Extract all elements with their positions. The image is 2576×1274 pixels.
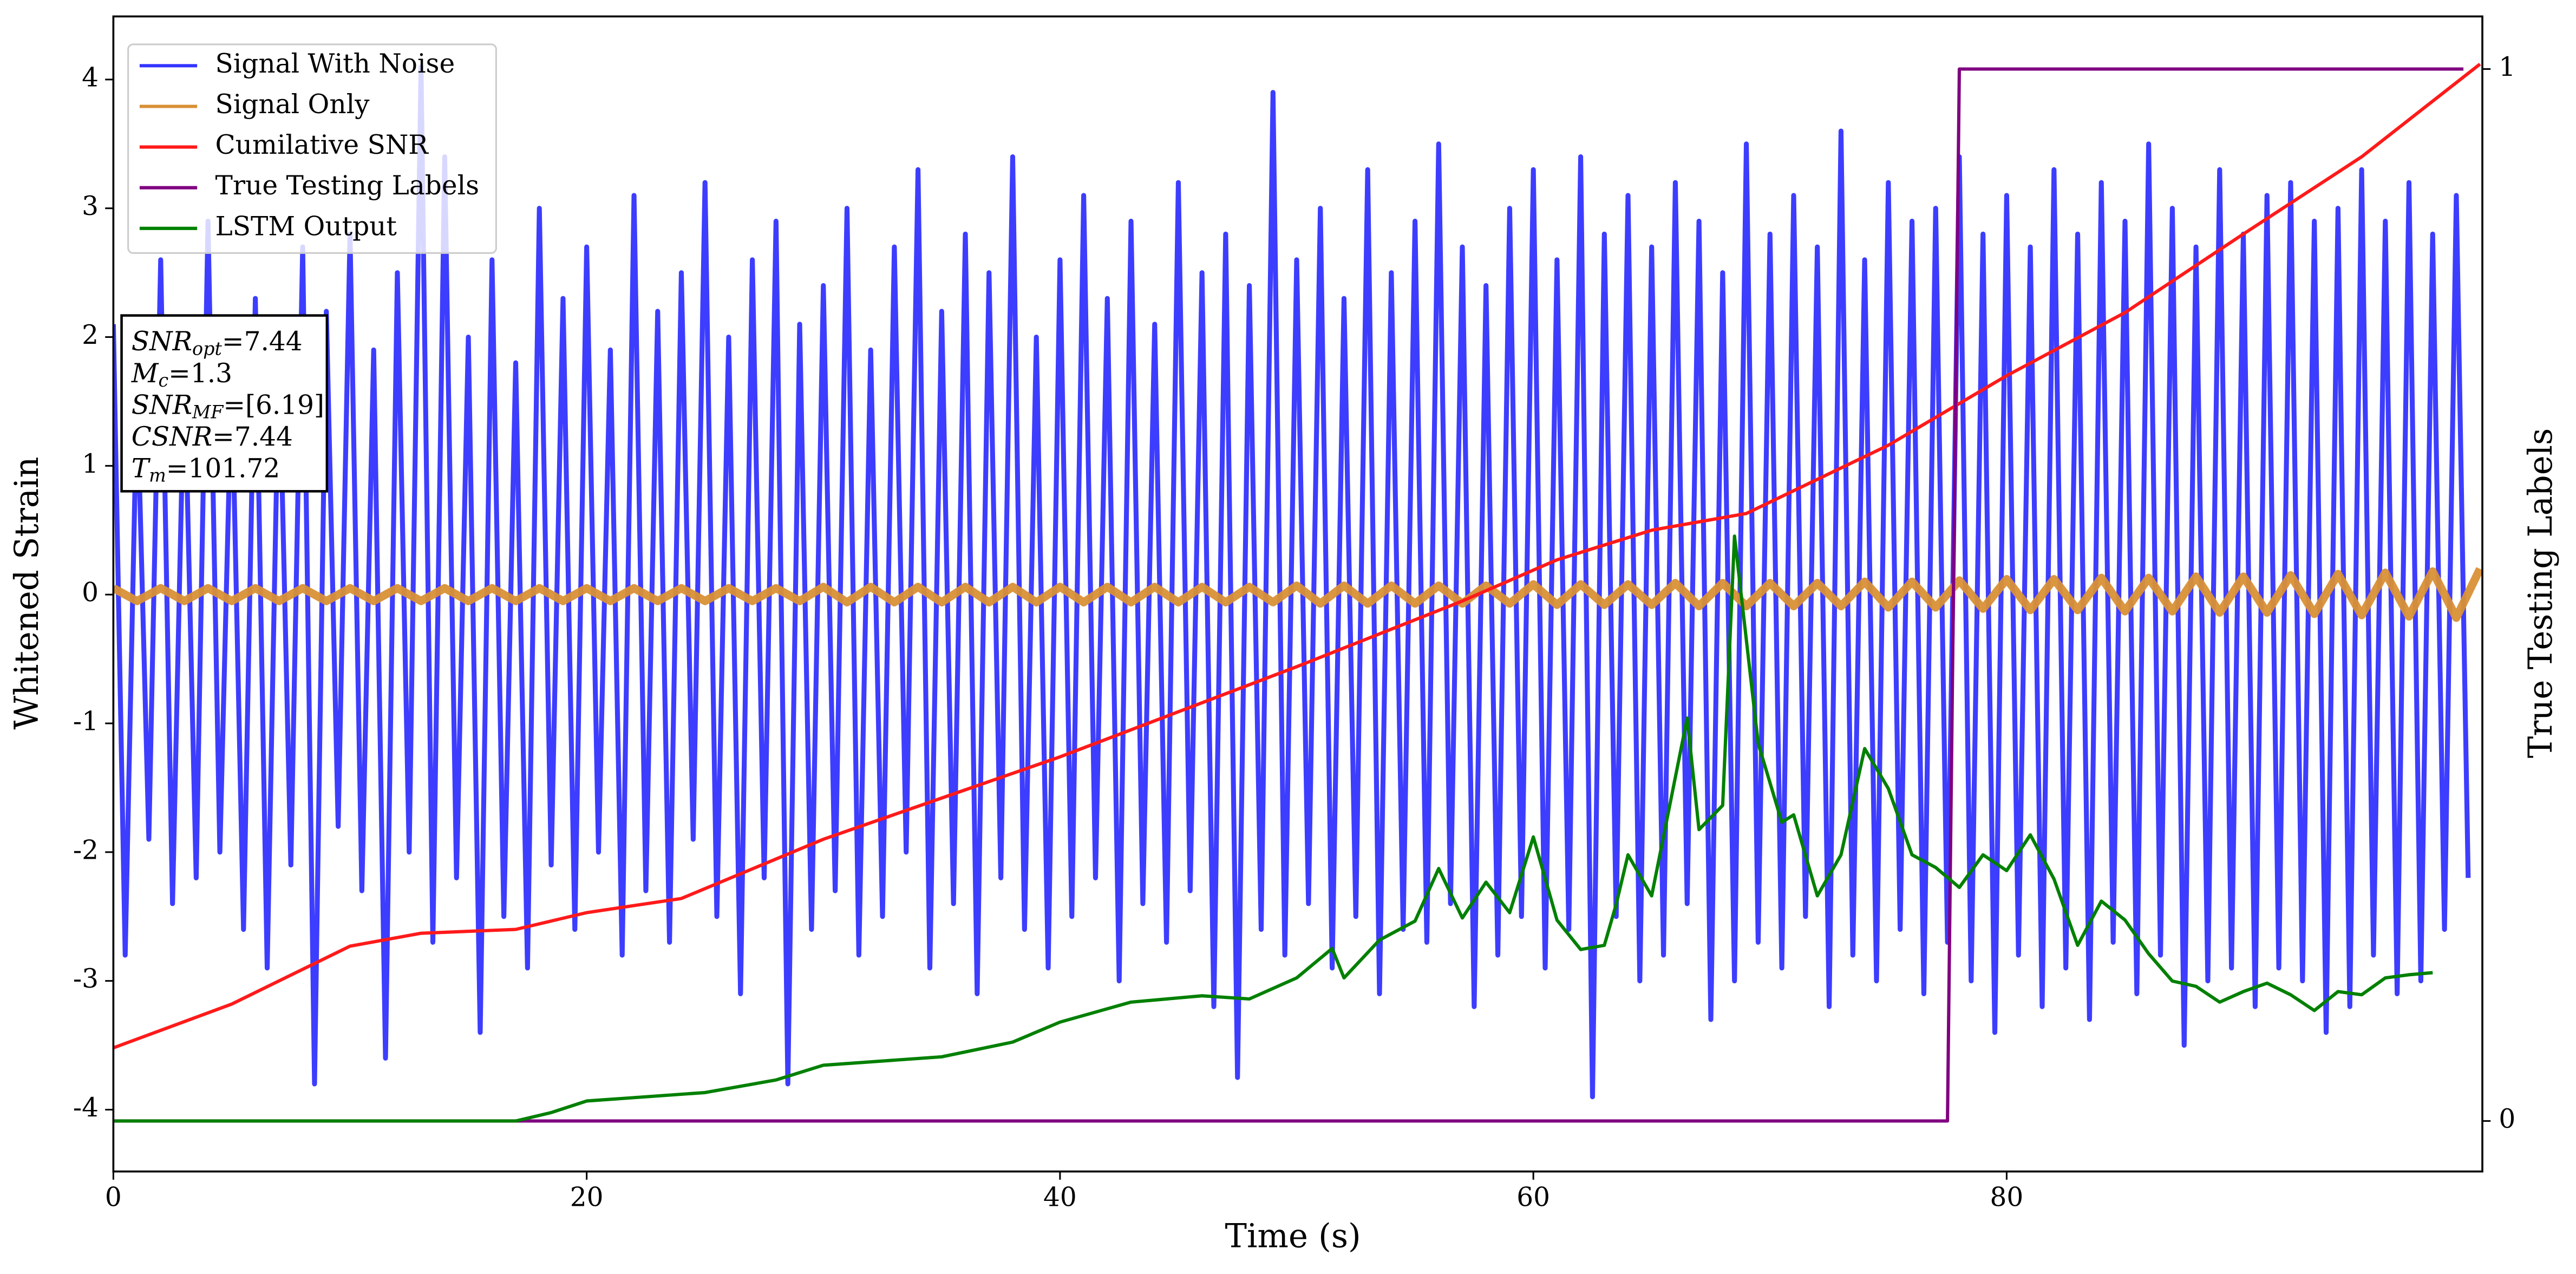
series-line [113, 567, 2483, 622]
annotation-symbol: M [131, 358, 159, 388]
annotation: CSNR=7.44 [132, 421, 293, 452]
x-tick-label: 60 [1516, 1182, 1550, 1213]
annotation-symbol: CSNR [132, 421, 212, 452]
legend: Signal With Noise Signal Only Cumilative S… [127, 43, 497, 254]
annotation-value: =[6.19] [223, 390, 324, 420]
x-tick-label: 0 [105, 1182, 122, 1213]
annotation-subscript: c [158, 370, 168, 391]
annotation-value: =7.44 [212, 421, 293, 452]
y2-axis-label: True Testing Labels [2522, 428, 2560, 758]
y-tick-label: -1 [73, 707, 99, 737]
legend-label: Signal Only [215, 89, 370, 120]
annotation: Mc=1.3 [131, 358, 232, 391]
y-tick-label: 0 [82, 578, 99, 608]
series-line [113, 534, 2433, 1123]
annotation-frame [120, 314, 329, 493]
y-tick-label: 4 [82, 62, 99, 93]
annotation-value: =1.3 [168, 358, 232, 388]
y-tick-label: 1 [82, 449, 99, 479]
annotation: SNRopt=7.44 [132, 326, 303, 360]
series-line [113, 64, 2471, 1100]
annotation-symbol: SNR [132, 326, 192, 357]
annotation-value: =7.44 [222, 326, 303, 357]
legend-label: True Testing Labels [215, 171, 480, 201]
x-tick-label: 40 [1043, 1182, 1077, 1213]
y-tick-label: -2 [73, 835, 99, 865]
legend-box [127, 43, 497, 254]
annotation-symbol: T [132, 453, 151, 484]
annotation: SNRMF=[6.19] [132, 390, 324, 423]
legend-label: LSTM Output [215, 211, 397, 241]
y-axis-label: Whitened Strain [8, 456, 46, 729]
x-tick-label: 20 [570, 1182, 604, 1213]
annotation-value: =101.72 [166, 453, 280, 484]
y2-tick-label: 0 [2499, 1104, 2515, 1134]
annotation: Tm=101.72 [132, 453, 280, 486]
x-tick-label: 80 [1990, 1182, 2024, 1213]
legend-label: Cumilative SNR [215, 130, 429, 160]
annotation-subscript: opt [192, 338, 222, 359]
y-tick-label: -3 [73, 964, 99, 994]
x-axis-label: Time (s) [1225, 1218, 1361, 1256]
series-line [113, 62, 2481, 1050]
y2-tick-label: 1 [2499, 52, 2515, 82]
annotation-box: SNRopt=7.44Mc=1.3SNRMF=[6.19]CSNR=7.44Tm… [120, 314, 329, 493]
annotation-symbol: SNR [132, 390, 192, 420]
annotation-subscript: MF [192, 401, 224, 422]
y-tick-label: 3 [82, 191, 99, 221]
y-tick-label: 2 [82, 320, 99, 350]
series-line [113, 67, 2464, 1123]
annotation-subscript: m [149, 465, 166, 486]
y-tick-label: -4 [73, 1093, 99, 1123]
plot-area [113, 62, 2483, 1123]
legend-label: Signal With Noise [215, 49, 455, 79]
